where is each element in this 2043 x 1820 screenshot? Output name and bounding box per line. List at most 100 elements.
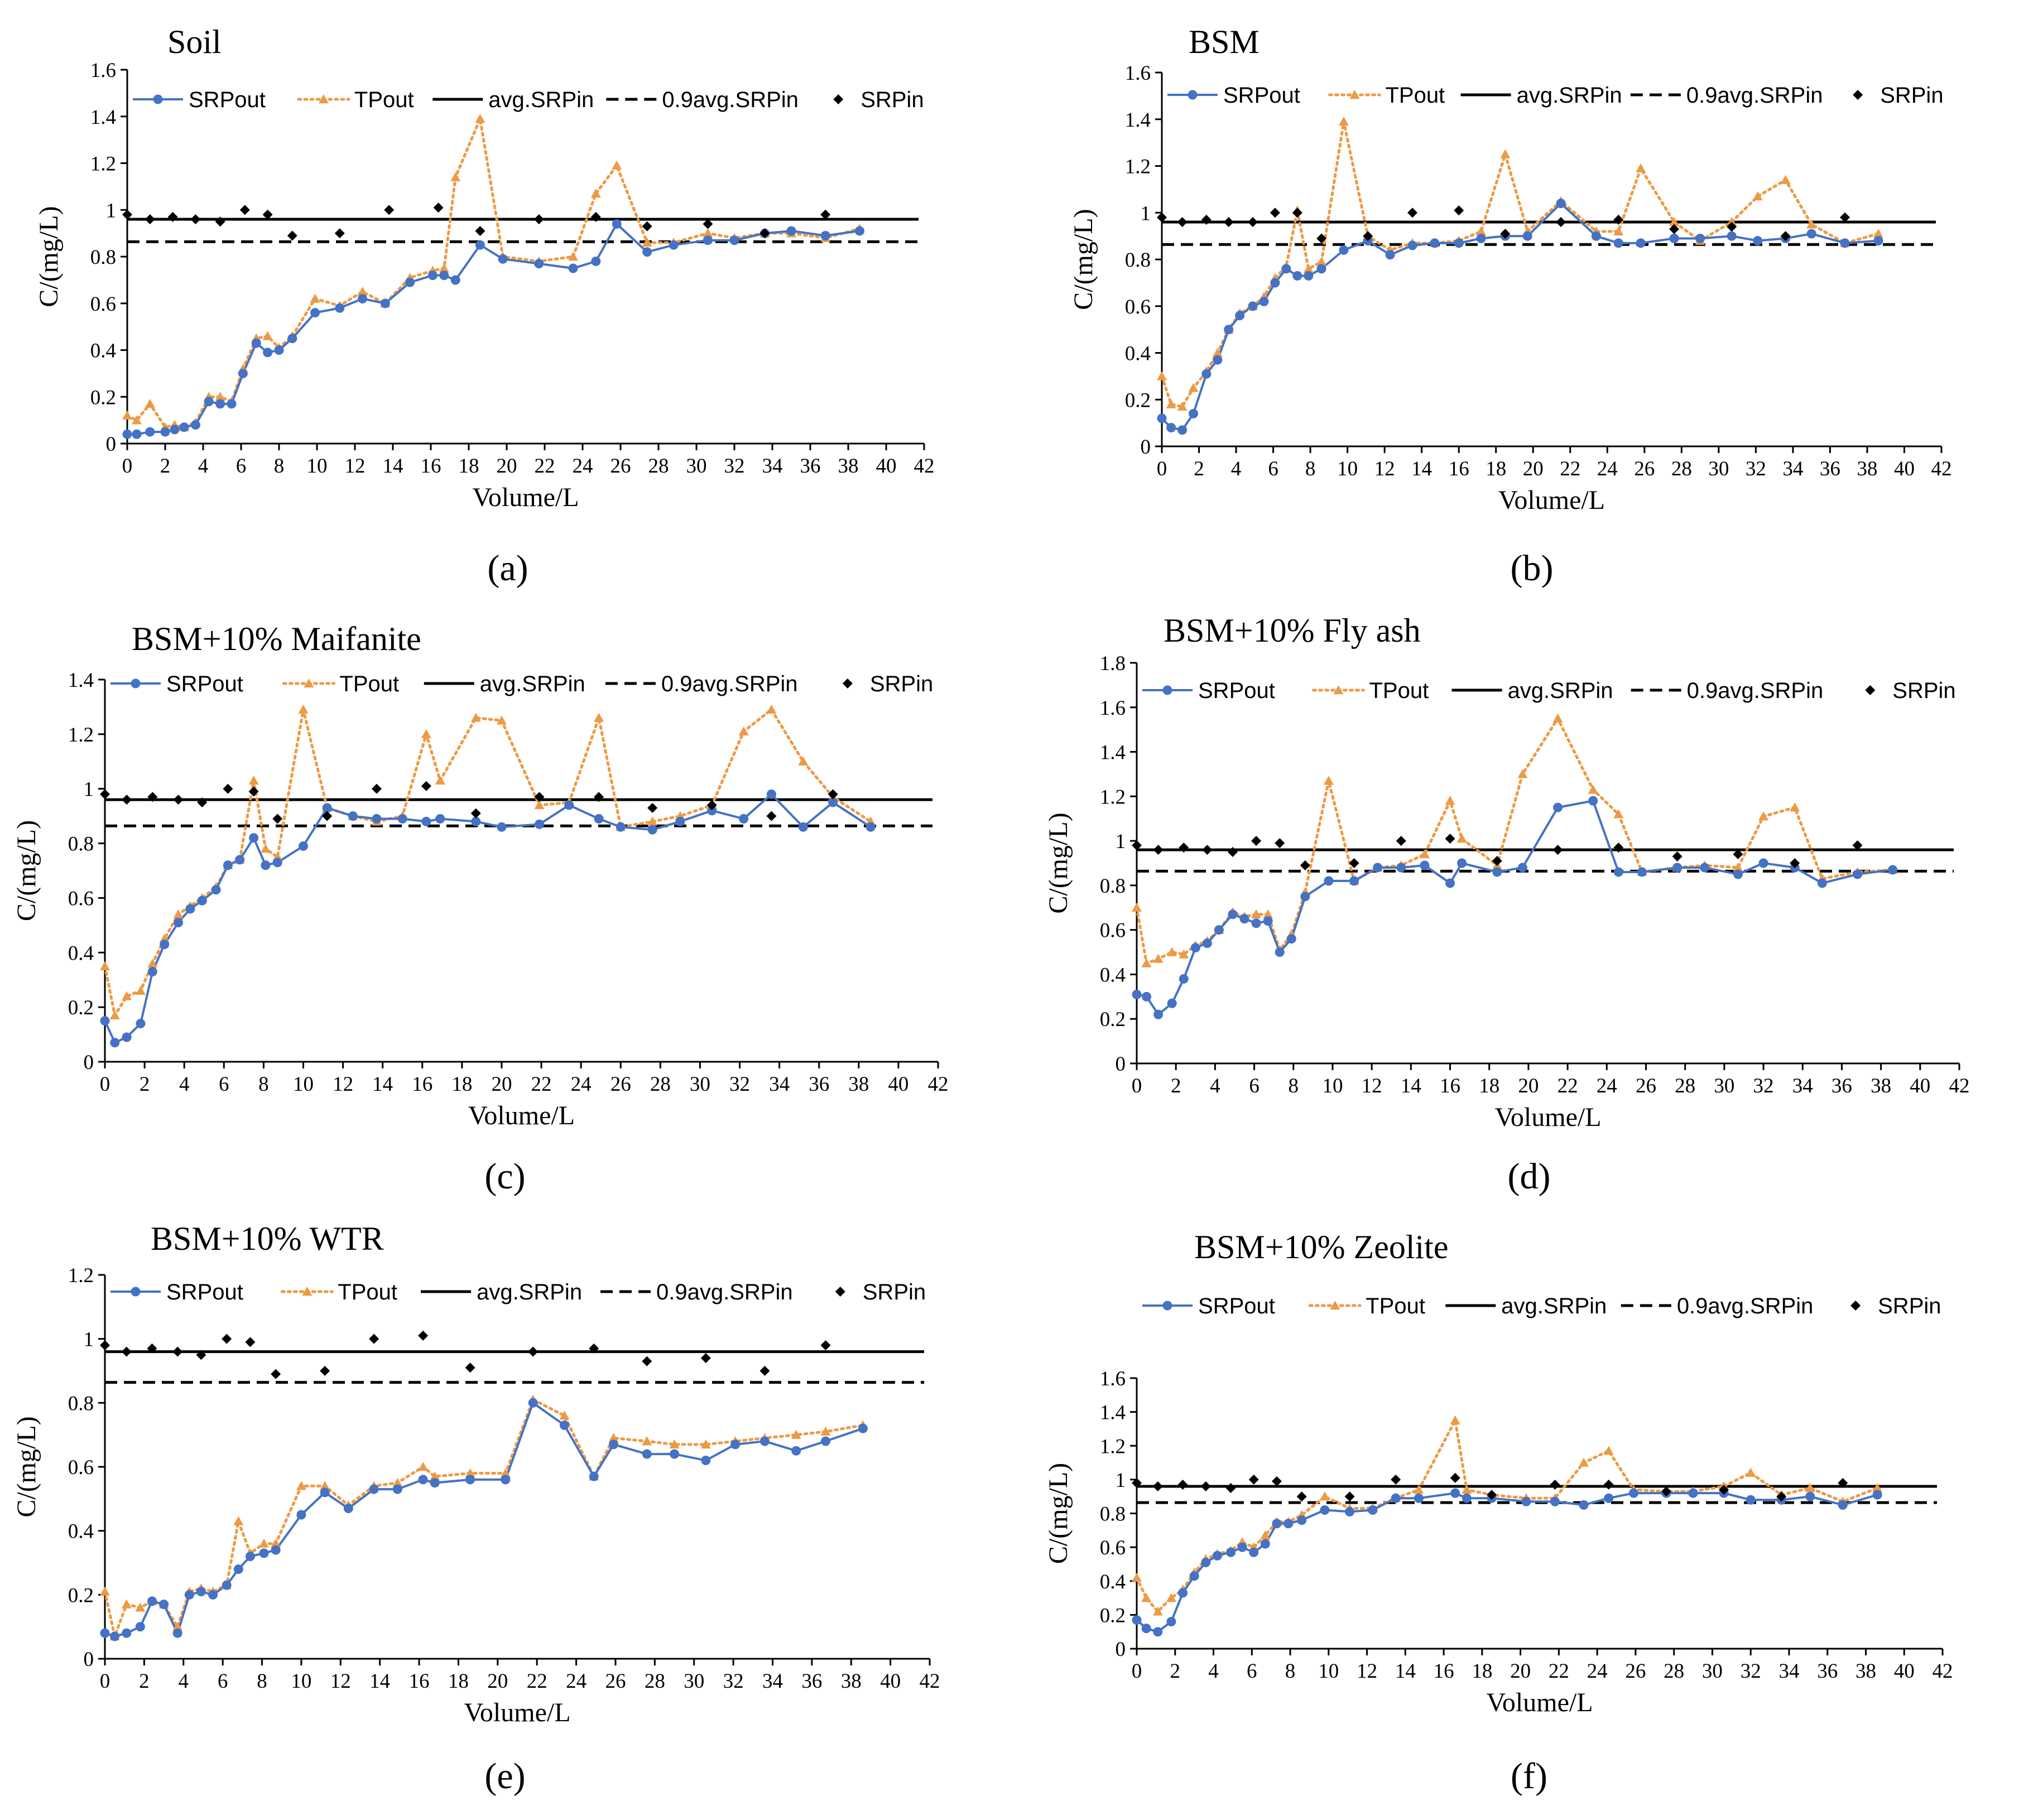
srpin-point [418,1330,429,1341]
srpout-point [147,1596,157,1606]
x-tick-label: 2 [1171,1075,1181,1097]
y-tick-label: 0.4 [1125,343,1151,365]
srpout-point [1636,238,1646,248]
tpout-point [1780,175,1791,184]
y-tick-label: 1.6 [1125,62,1151,85]
tpout-point [135,1602,146,1612]
srpin-point [1445,834,1455,844]
srpin-point [820,209,831,220]
srpout-point [1517,863,1527,873]
srpin-point [820,1340,831,1351]
srpin-point [248,786,259,797]
srpout-point [1281,264,1291,274]
srpout-point [465,1475,475,1485]
panel-title: BSM+10% Maifanite [132,620,421,657]
x-tick-label: 18 [1486,458,1506,480]
srpin-point [1223,217,1234,227]
srpout-point [132,429,142,439]
srpout-point [568,263,578,273]
srpout-point [1746,1495,1756,1505]
srpout-point [1177,425,1188,435]
srpout-point [1259,296,1269,306]
srpout-point [1300,892,1310,902]
tpout-point [439,263,449,273]
tpout-point [1445,796,1455,805]
srpout-point [296,1510,306,1520]
legend-srpin-label: SRPin [1878,1294,1941,1318]
y-tick-label: 0.6 [68,887,94,910]
legend-tpout-label: TPout [339,672,399,696]
legend-srpin-marker [1865,685,1876,695]
srpin-point [589,1343,599,1354]
tpout-point [703,228,713,238]
srpout-point [1373,863,1383,873]
y-tick-label: 0.8 [68,1392,94,1415]
srpout-point [559,1420,569,1430]
srpout-point [274,345,284,355]
x-tick-label: 32 [723,1670,744,1693]
srpout-point [730,1439,741,1450]
x-tick-label: 28 [645,1670,665,1693]
tpout-point [421,729,431,739]
srpin-point [271,1369,281,1379]
y-tick-label: 1 [1116,830,1126,853]
srpout-point [160,940,170,950]
tpout-point [642,237,652,247]
tpout-point [1476,226,1487,235]
x-tick-label: 38 [848,1073,869,1096]
tpout-point [145,398,155,408]
srpout-point [1521,1496,1531,1506]
legend-tpout-marker [1349,90,1360,99]
legend-tpout-label: TPout [1366,1294,1425,1318]
srpout-point [1628,1488,1638,1498]
srpout-point [739,814,749,824]
srpin-point [1132,840,1142,851]
panel-caption: (d) [1508,1156,1551,1197]
tpout-point [1758,811,1769,821]
legend-srpout-marker [1162,1301,1172,1311]
y-tick-label: 0.6 [90,293,116,316]
srpin-point [1391,1474,1401,1485]
x-tick-label: 14 [1401,1075,1421,1097]
tpout-point [647,816,658,826]
srpin-point [1152,1481,1163,1491]
srpout-point [1157,413,1167,423]
srpout-point [647,825,657,835]
y-tick-label: 0.6 [1100,1537,1126,1559]
srpout-point [197,895,207,906]
y-tick-label: 0.6 [68,1456,94,1479]
x-tick-label: 10 [307,455,328,478]
y-tick-label: 0 [1116,1053,1126,1076]
srpin-point [1202,845,1213,855]
srpout-point [1556,199,1566,208]
srpout-series-line [1136,800,1893,1017]
x-tick-label: 6 [236,455,247,478]
srpin-point [465,1362,475,1373]
tpout-series-line [1160,121,1880,408]
srpout-point [1476,233,1486,243]
legend: SRPout TPout avg.SRPin 0.9avg.SRPin SRPin [1167,83,1944,108]
tpout-point [475,113,485,123]
x-tick-label: 0 [1132,1660,1142,1683]
srpin-point [122,795,132,805]
x-tick-label: 40 [1894,458,1915,480]
x-tick-label: 22 [535,455,555,478]
srpout-point [1688,1488,1698,1498]
x-tick-label: 6 [1268,458,1278,480]
y-tick-label: 0 [1116,1638,1126,1661]
x-tick-label: 38 [841,1670,862,1693]
x-axis-label: Volume/L [464,1698,570,1727]
legend: SRPout TPout avg.SRPin 0.9avg.SRPin SRPin [133,88,924,112]
x-tick-label: 38 [1871,1075,1891,1097]
tpout-point [1323,776,1334,785]
srpout-point [159,1600,169,1610]
tpout-point [450,172,461,181]
x-tick-label: 28 [1664,1660,1684,1683]
srpout-point [1445,878,1455,888]
srpout-point [1212,1551,1222,1561]
y-tick-label: 1.4 [1100,1402,1126,1424]
chart-panel-a: 00.20.40.60.811.21.41.60 2 4 6 8 10 12 14 16 18 20… [34,23,935,589]
srpin-point [1500,228,1511,239]
tpout-point [1167,947,1177,956]
